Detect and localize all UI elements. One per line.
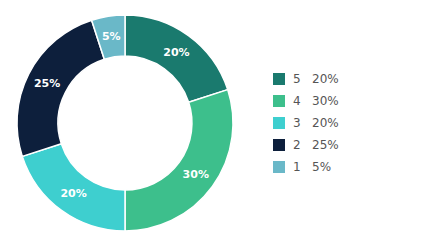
legend-swatch xyxy=(273,117,285,129)
wedge xyxy=(125,15,228,102)
wedge xyxy=(92,15,125,59)
wedge xyxy=(125,90,233,231)
data-label: 25% xyxy=(34,77,60,90)
legend-label: 3 20% xyxy=(293,116,339,130)
legend-swatch xyxy=(273,161,285,173)
legend-swatch xyxy=(273,139,285,151)
legend-label: 1 5% xyxy=(293,160,331,174)
data-label: 20% xyxy=(60,187,86,200)
legend-label: 4 30% xyxy=(293,94,339,108)
legend-label: 2 25% xyxy=(293,138,339,152)
legend-swatch xyxy=(273,73,285,85)
chart: 20% 30% 20% 25% 5% 5 20% 4 30% 3 20% 2 25% 1 5% xyxy=(0,0,443,246)
data-labels: 20% 30% 20% 25% 5% xyxy=(34,30,209,200)
data-label: 20% xyxy=(163,46,189,59)
legend-label: 5 20% xyxy=(293,72,339,86)
wedge xyxy=(17,20,104,156)
legend-swatch xyxy=(273,95,285,107)
wedge xyxy=(22,144,125,231)
data-label: 30% xyxy=(183,168,209,181)
data-label: 5% xyxy=(102,30,121,43)
wedges xyxy=(17,15,233,231)
legend: 5 20% 4 30% 3 20% 2 25% 1 5% xyxy=(273,72,339,174)
